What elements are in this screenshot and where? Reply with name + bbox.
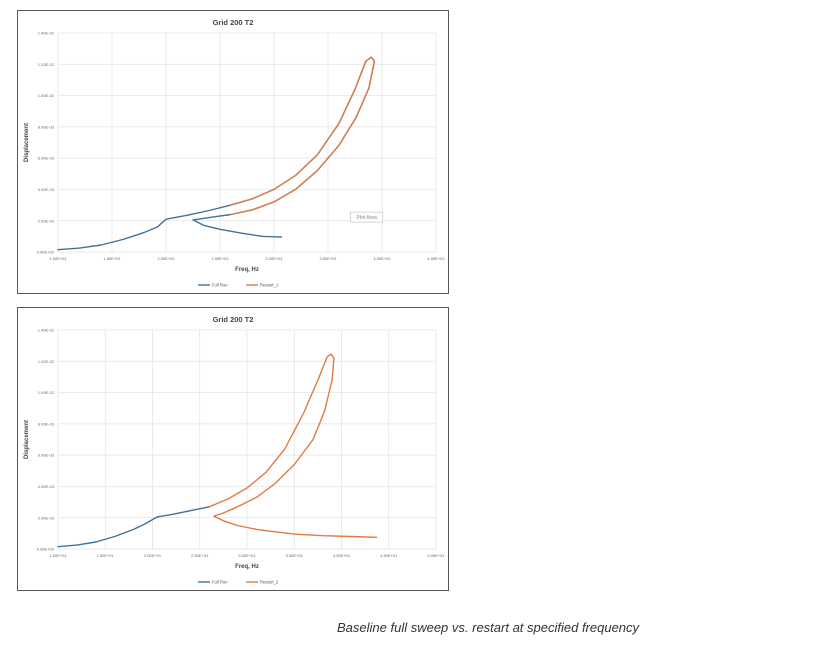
y-tick-label: 6.00E-03 — [38, 156, 55, 161]
chart-2-title: Grid 200 T2 — [213, 315, 254, 324]
x-tick-label: 1.00E+01 — [49, 553, 67, 558]
x-tick-label: 1.00E+01 — [49, 256, 67, 261]
x-tick-label: 5.00E+01 — [427, 553, 445, 558]
y-tick-label: 8.00E-03 — [38, 421, 55, 426]
x-tick-label: 2.00E+01 — [144, 553, 162, 558]
y-tick-label: 8.00E-03 — [38, 124, 55, 129]
legend-label-restart-1: Restart_1 — [260, 283, 279, 288]
y-axis-label: Displacement — [24, 123, 30, 162]
series-line-full-run — [57, 506, 210, 548]
x-tick-label: 3.50E+01 — [286, 553, 304, 558]
x-tick-label: 4.50E+01 — [427, 256, 445, 261]
chart-1-svg: Grid 200 T2 0.00E+00 2.00E-03 4.00E-03 6.00E… — [24, 18, 445, 288]
y-tick-label: 1.00E-02 — [38, 390, 55, 395]
x-tick-label: 1.50E+01 — [103, 256, 121, 261]
y-tick-label: 0.00E+00 — [37, 547, 55, 552]
y-tick-label: 1.20E-02 — [38, 359, 55, 364]
x-tick-label: 2.50E+01 — [191, 553, 209, 558]
chart-2-svg: Grid 200 T2 0.00E+00 2.00E-03 4.00E-03 6.00E… — [24, 315, 445, 585]
chart-grid-200-t2-full-sweep: Grid 200 T2 0.00E+00 2.00E-03 4.00E-03 6.00E… — [17, 10, 449, 294]
x-axis-label: Freq, Hz — [235, 267, 259, 273]
y-tick-label: 4.00E-03 — [38, 187, 55, 192]
plot-area-tooltip — [350, 211, 383, 223]
x-tick-label: 3.50E+01 — [319, 256, 337, 261]
x-tick-label: 2.50E+01 — [211, 256, 229, 261]
y-tick-label: 4.00E-03 — [38, 484, 55, 489]
x-tick-label: 4.50E+01 — [380, 553, 398, 558]
chart-grid-200-t2-restart: Grid 200 T2 0.00E+00 2.00E-03 4.00E-03 6.00E… — [17, 307, 449, 591]
y-tick-label: 1.20E-02 — [38, 62, 55, 67]
x-tick-label: 2.00E+01 — [157, 256, 175, 261]
series-line-restart-1 — [230, 56, 376, 216]
x-tick-label: 3.00E+01 — [238, 553, 256, 558]
plot-area-tooltip-label: Plot Area — [357, 215, 378, 221]
series-line-restart-2 — [208, 353, 378, 538]
legend-label-restart-2: Restart_2 — [260, 580, 279, 585]
y-tick-label: 0.00E+00 — [37, 250, 55, 255]
y-tick-label: 2.00E-03 — [38, 515, 55, 520]
y-tick-label: 1.00E-02 — [38, 93, 55, 98]
x-tick-label: 4.00E+01 — [373, 256, 391, 261]
x-axis-label: Freq, Hz — [235, 564, 259, 570]
x-tick-label: 3.00E+01 — [265, 256, 283, 261]
y-tick-label: 1.40E-02 — [38, 31, 55, 36]
y-tick-label: 6.00E-03 — [38, 453, 55, 458]
chart-1-title: Grid 200 T2 — [213, 18, 254, 27]
legend-label-full-run: Full Run — [212, 580, 228, 585]
y-axis-label: Displacement — [24, 420, 30, 459]
x-tick-label: 4.00E+01 — [333, 553, 351, 558]
legend-label-full-run: Full Run — [212, 283, 228, 288]
y-tick-label: 2.00E-03 — [38, 218, 55, 223]
figure-caption: Baseline full sweep vs. restart at speci… — [337, 620, 640, 635]
x-tick-label: 1.50E+01 — [97, 553, 115, 558]
y-tick-label: 1.40E-02 — [38, 328, 55, 333]
